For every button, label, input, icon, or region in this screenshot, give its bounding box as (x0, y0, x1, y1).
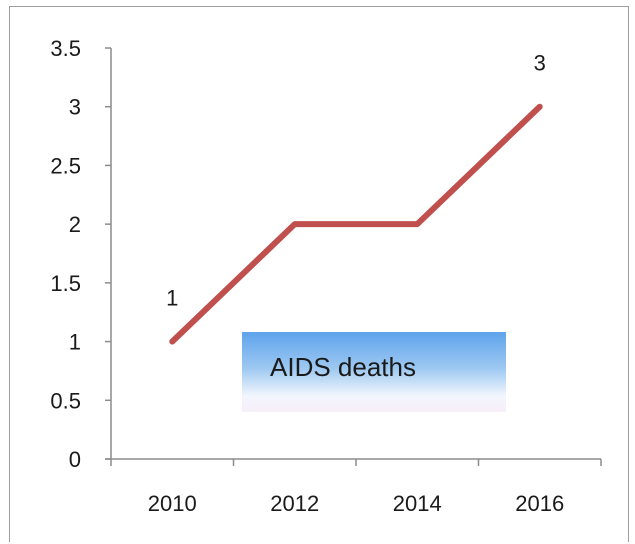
data-label: 3 (534, 51, 546, 76)
x-axis: 2010 2012 2014 2016 (105, 458, 602, 516)
y-tick-label: 0.5 (50, 388, 81, 413)
x-tick-label: 2016 (515, 491, 564, 516)
x-tick-label: 2014 (393, 491, 442, 516)
y-tick-label: 1.5 (50, 271, 81, 296)
legend (242, 332, 506, 412)
series-line (169, 103, 543, 345)
x-tick-label: 2012 (270, 491, 319, 516)
data-label: 1 (166, 286, 178, 311)
y-tick-label: 3.5 (50, 36, 81, 61)
x-tick-label: 2010 (148, 491, 197, 516)
y-axis: 0 0.5 1 1.5 2 2.5 3 3.5 (50, 36, 112, 472)
legend-label: AIDS deaths (270, 352, 416, 382)
y-tick-label: 1 (69, 330, 81, 355)
y-tick-label: 3 (69, 95, 81, 120)
y-tick-label: 0 (69, 447, 81, 472)
y-tick-label: 2 (69, 212, 81, 237)
chart-frame (9, 6, 629, 542)
series-layer (169, 103, 543, 345)
y-tick-label: 2.5 (50, 153, 81, 178)
data-labels: 13 (166, 51, 546, 311)
